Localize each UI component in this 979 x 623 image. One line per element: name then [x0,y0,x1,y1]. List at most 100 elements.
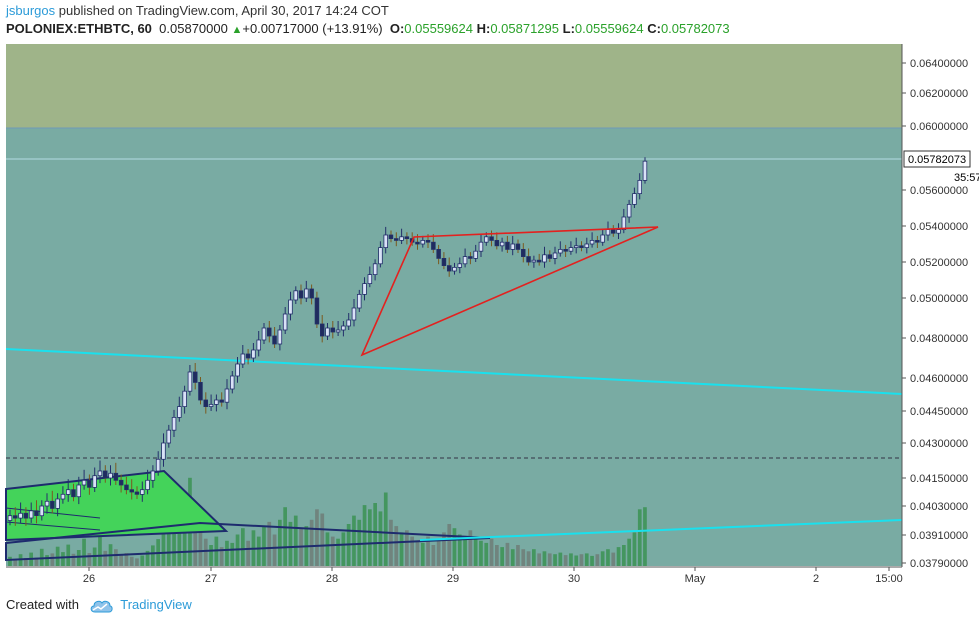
candle-down [611,229,616,234]
candle-up [626,203,632,218]
high-value: 0.05871295 [490,21,559,36]
candle-up [177,406,182,418]
volume-bar [124,553,129,566]
volume-bar [172,503,176,566]
volume-bar [637,509,642,566]
candle-up [478,241,484,252]
candle-up [187,371,193,392]
candle-down [425,239,431,243]
tradingview-link[interactable]: TradingView [120,597,192,612]
candle-down [468,256,473,259]
volume-bar [330,536,335,566]
volume-bar [563,555,568,566]
candle-up [76,484,82,498]
price-tick-label: 0.03790000 [910,558,968,570]
volume-bar [288,521,293,566]
volume-bar [66,544,71,566]
volume-bar [114,549,118,566]
price-change: +0.00717000 (+13.91%) [242,21,383,36]
volume-bar [410,536,414,566]
candle-up [574,245,579,249]
price-label-box [903,150,971,168]
candle-up [531,259,537,263]
volume-bar [495,545,499,566]
candle-up [28,510,34,519]
candle-up [399,236,404,241]
volume-bar [574,555,579,566]
candle-down [489,236,494,241]
volume-bar [505,542,510,566]
volume-bar [373,503,377,566]
volume-bar [87,553,92,566]
volume-bar [606,549,610,566]
candle-up [235,363,240,377]
candle-up [457,263,462,268]
candle-up [277,329,283,345]
open-value: 0.05559624 [404,21,473,36]
candle-down [431,241,436,250]
volume-bar [558,552,563,566]
candle-down [526,256,531,263]
time-tick-label: 30 [568,573,580,585]
candle-up [39,505,45,517]
candle-down [34,510,39,516]
time-axis[interactable] [0,567,902,589]
volume-bar [590,555,594,566]
volume-bar [442,532,446,566]
volume-bar [426,536,430,566]
candle-up [282,313,288,331]
volume-bar [76,550,81,566]
volume-bar [399,532,404,566]
candle-up [584,243,590,248]
volume-bar [315,509,319,566]
candle-up [240,353,246,365]
volume-bar [98,532,102,566]
candle-down [563,248,568,252]
volume-bar [24,558,28,566]
candle-up [483,236,489,243]
volume-bar [600,551,605,566]
price-tick-label: 0.06200000 [910,88,968,100]
author-link[interactable]: jsburgos [6,3,56,18]
low-value: 0.05559624 [574,21,644,36]
price-axis[interactable] [902,44,979,566]
volume-bar [521,549,526,566]
candle-down [50,500,55,509]
time-tick-label: May [685,573,706,585]
candle-down [87,479,92,488]
candle-down [393,238,399,241]
upper-trend-line [5,348,903,395]
volume-bar [246,540,250,566]
ohlc-header: POLONIEX:ETHBTC, 60 0.05870000 ▲+0.00717… [6,21,730,36]
candle-up [499,241,505,247]
volume-bar [584,553,589,566]
price-tick-label: 0.05600000 [910,185,968,197]
volume-bar [622,545,626,566]
candle-down [579,245,584,249]
candle-up [145,479,150,490]
volume-bar [103,550,108,566]
volume-bar [457,534,462,566]
candle-down [219,399,224,403]
volume-bar [82,538,86,566]
candle-up [362,283,367,295]
candle-up [66,489,71,495]
volume-bar [542,551,547,566]
volume-bar [526,551,531,566]
candle-up [182,390,187,408]
candle-down [436,248,441,259]
candle-down [71,489,76,498]
volume-bar [219,547,224,566]
volume-bar [447,524,452,566]
candle-up [229,375,235,390]
candle-up [372,263,378,275]
candle-up [261,327,267,341]
volume-bar [225,540,229,566]
volume-bar [283,507,287,566]
candle-down [314,297,320,325]
candle-down [494,239,500,247]
volume-bar [177,515,182,566]
volume-bar [595,554,600,566]
candle-down [192,371,198,383]
